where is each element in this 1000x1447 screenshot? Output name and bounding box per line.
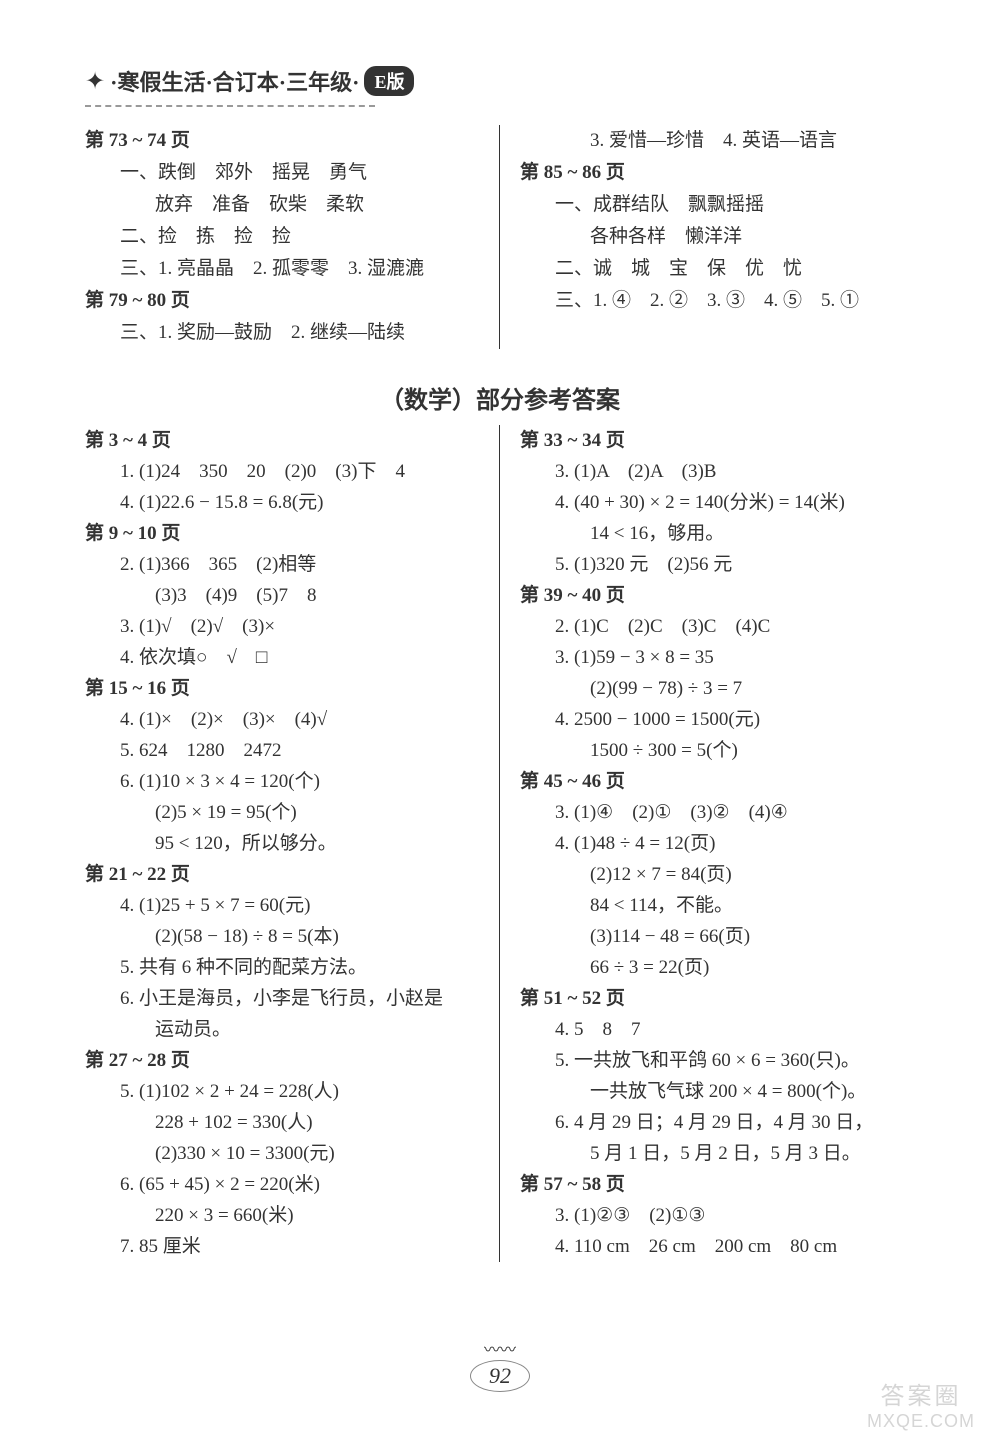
page-ref: 第 39 ~ 40 页 (520, 580, 915, 611)
page-number-ellipse: 92 (470, 1360, 530, 1392)
answer-line: 4. 依次填○ √ □ (85, 642, 484, 673)
answer-line: (2)5 × 19 = 95(个) (85, 797, 484, 828)
answer-line: 三、1. 亮晶晶 2. 孤零零 3. 湿漉漉 (85, 253, 484, 285)
page-ref: 第 33 ~ 34 页 (520, 425, 915, 456)
page-ref: 第 79 ~ 80 页 (85, 285, 484, 317)
chinese-left-col: 第 73 ~ 74 页 一、跌倒 郊外 摇晃 勇气 放弃 准备 砍柴 柔软 二、… (85, 125, 500, 349)
answer-line: 5. 一共放飞和平鸽 60 × 6 = 360(只)。 (520, 1045, 915, 1076)
answer-line: 6. (65 + 45) × 2 = 220(米) (85, 1169, 484, 1200)
answer-line: 4. (1)22.6 − 15.8 = 6.8(元) (85, 487, 484, 518)
answer-line: 3. (1)59 − 3 × 8 = 35 (520, 642, 915, 673)
header-title: ·寒假生活·合订本·三年级· (110, 65, 359, 97)
answer-line: (3)114 − 48 = 66(页) (520, 921, 915, 952)
header-badge: E版 (364, 66, 414, 96)
page-ref: 第 27 ~ 28 页 (85, 1045, 484, 1076)
answer-line: 4. (1)48 ÷ 4 = 12(页) (520, 828, 915, 859)
answer-line: 三、1. 奖励—鼓励 2. 继续—陆续 (85, 317, 484, 349)
page-decor-icon: 〰〰 (0, 1336, 1000, 1360)
math-section: 第 3 ~ 4 页 1. (1)24 350 20 (2)0 (3)下 4 4.… (85, 425, 915, 1262)
answer-line: 95 < 120，所以够分。 (85, 828, 484, 859)
answer-line: 4. (1)× (2)× (3)× (4)√ (85, 704, 484, 735)
header-decor: ✦ (85, 67, 105, 96)
answer-line: 228 + 102 = 330(人) (85, 1107, 484, 1138)
page-ref: 第 3 ~ 4 页 (85, 425, 484, 456)
math-left-col: 第 3 ~ 4 页 1. (1)24 350 20 (2)0 (3)下 4 4.… (85, 425, 500, 1262)
answer-line: 1. (1)24 350 20 (2)0 (3)下 4 (85, 456, 484, 487)
answer-line: 4. 2500 − 1000 = 1500(元) (520, 704, 915, 735)
answer-line: 6. 小王是海员，小李是飞行员，小赵是 (85, 983, 484, 1014)
chinese-right-col: 3. 爱惜—珍惜 4. 英语—语言 第 85 ~ 86 页 一、成群结队 飘飘摇… (500, 125, 915, 349)
page-ref: 第 51 ~ 52 页 (520, 983, 915, 1014)
chinese-section: 第 73 ~ 74 页 一、跌倒 郊外 摇晃 勇气 放弃 准备 砍柴 柔软 二、… (85, 125, 915, 349)
answer-line: 2. (1)C (2)C (3)C (4)C (520, 611, 915, 642)
page-ref: 第 15 ~ 16 页 (85, 673, 484, 704)
watermark-text-top: 答案圈 (867, 1376, 975, 1411)
answer-line: 7. 85 厘米 (85, 1231, 484, 1262)
answer-line: 5. (1)102 × 2 + 24 = 228(人) (85, 1076, 484, 1107)
answer-line: 66 ÷ 3 = 22(页) (520, 952, 915, 983)
watermark: 答案圈 MXQE.COM (867, 1376, 975, 1432)
answer-line: 4. (40 + 30) × 2 = 140(分米) = 14(米) (520, 487, 915, 518)
answer-line: 3. (1)②③ (2)①③ (520, 1200, 915, 1231)
answer-line: 5 月 1 日，5 月 2 日，5 月 3 日。 (520, 1138, 915, 1169)
page-ref: 第 85 ~ 86 页 (520, 157, 915, 189)
page-ref: 第 9 ~ 10 页 (85, 518, 484, 549)
answer-line: 3. (1)④ (2)① (3)② (4)④ (520, 797, 915, 828)
answer-line: 3. 爱惜—珍惜 4. 英语—语言 (520, 125, 915, 157)
page-ref: 第 73 ~ 74 页 (85, 125, 484, 157)
header-underline (85, 105, 375, 107)
answer-line: (2)(99 − 78) ÷ 3 = 7 (520, 673, 915, 704)
answer-line: 3. (1)A (2)A (3)B (520, 456, 915, 487)
answer-line: 各种各样 懒洋洋 (520, 221, 915, 253)
answer-line: 4. (1)25 + 5 × 7 = 60(元) (85, 890, 484, 921)
answer-line: 运动员。 (85, 1014, 484, 1045)
answer-line: 4. 5 8 7 (520, 1014, 915, 1045)
answer-line: 4. 110 cm 26 cm 200 cm 80 cm (520, 1231, 915, 1262)
answer-line: 14 < 16，够用。 (520, 518, 915, 549)
answer-line: 一共放飞气球 200 × 4 = 800(个)。 (520, 1076, 915, 1107)
answer-line: 1500 ÷ 300 = 5(个) (520, 735, 915, 766)
answer-line: 5. (1)320 元 (2)56 元 (520, 549, 915, 580)
answer-line: 84 < 114，不能。 (520, 890, 915, 921)
page-header: ✦ ·寒假生活·合订本·三年级· E版 (85, 65, 414, 97)
answer-line: 6. 4 月 29 日；4 月 29 日，4 月 30 日， (520, 1107, 915, 1138)
answer-line: (2)330 × 10 = 3300(元) (85, 1138, 484, 1169)
math-right-col: 第 33 ~ 34 页 3. (1)A (2)A (3)B 4. (40 + 3… (500, 425, 915, 1262)
answer-line: 一、成群结队 飘飘摇摇 (520, 189, 915, 221)
page-ref: 第 45 ~ 46 页 (520, 766, 915, 797)
page-ref: 第 57 ~ 58 页 (520, 1169, 915, 1200)
answer-line: 2. (1)366 365 (2)相等 (85, 549, 484, 580)
answer-line: 3. (1)√ (2)√ (3)× (85, 611, 484, 642)
answer-line: 220 × 3 = 660(米) (85, 1200, 484, 1231)
answer-line: (2)(58 − 18) ÷ 8 = 5(本) (85, 921, 484, 952)
answer-line: 二、捡 拣 捡 捡 (85, 221, 484, 253)
answer-line: 5. 624 1280 2472 (85, 735, 484, 766)
page-number: 92 (489, 1363, 511, 1388)
answer-line: 二、诚 城 宝 保 优 忧 (520, 253, 915, 285)
page-number-area: 〰〰 92 (0, 1336, 1000, 1392)
page-ref: 第 21 ~ 22 页 (85, 859, 484, 890)
math-section-title: （数学）部分参考答案 (0, 380, 1000, 415)
answer-line: 5. 共有 6 种不同的配菜方法。 (85, 952, 484, 983)
answer-line: 放弃 准备 砍柴 柔软 (85, 189, 484, 221)
answer-line: (2)12 × 7 = 84(页) (520, 859, 915, 890)
answer-line: (3)3 (4)9 (5)7 8 (85, 580, 484, 611)
answer-line: 一、跌倒 郊外 摇晃 勇气 (85, 157, 484, 189)
watermark-text-bottom: MXQE.COM (867, 1411, 975, 1432)
answer-line: 6. (1)10 × 3 × 4 = 120(个) (85, 766, 484, 797)
answer-line: 三、1. ④ 2. ② 3. ③ 4. ⑤ 5. ① (520, 285, 915, 317)
